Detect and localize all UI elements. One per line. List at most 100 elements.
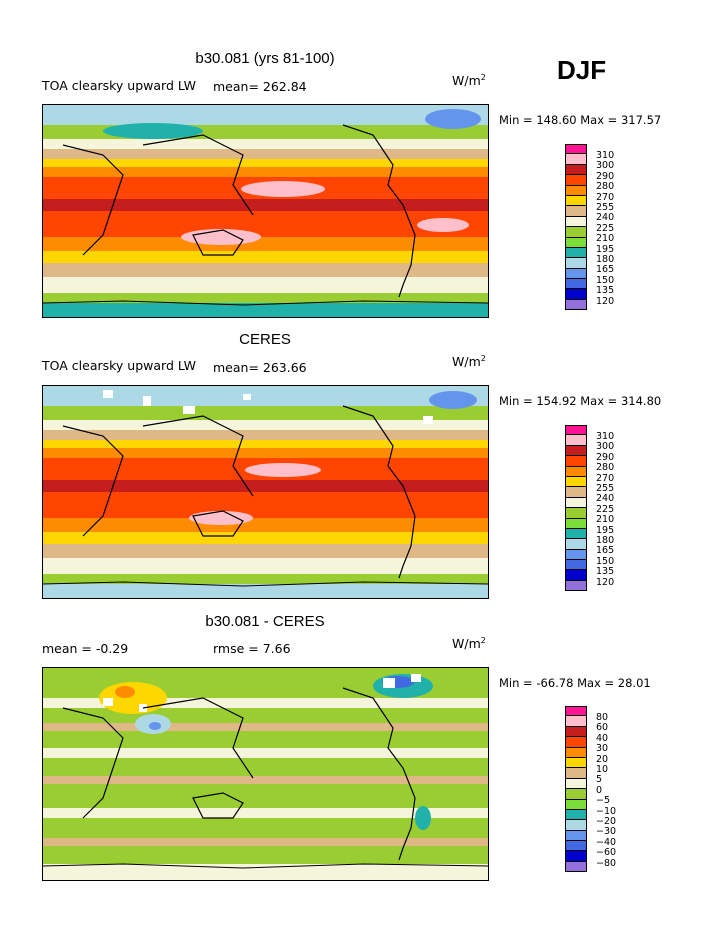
panel-2-colorbar-box — [565, 539, 587, 550]
panel-1-colorbar-box — [565, 237, 587, 248]
panel-3-colorbar-level: −30 — [596, 826, 617, 838]
panel-3-map — [42, 667, 489, 881]
cold-greenland — [429, 391, 477, 409]
panel-2-colorbar-level: 255 — [596, 483, 615, 495]
panel-1-mean-label: mean= 262.84 — [213, 79, 307, 94]
panel-3-colorbar-level: −20 — [596, 816, 617, 828]
panel-3-mean-label: mean = -0.29 — [42, 641, 129, 656]
panel-1-colorbar-box — [565, 185, 587, 196]
panel-1-colorbar-level: 210 — [596, 233, 615, 245]
panel-3-colorbar — [565, 706, 587, 873]
panel-1-colorbar-box — [565, 195, 587, 207]
band-b — [43, 723, 488, 731]
panel-1-colorbar-level: 240 — [596, 212, 615, 224]
panel-3-colorbar-level: −40 — [596, 836, 617, 848]
band-south-1 — [43, 237, 488, 251]
coastline-antarctica — [43, 300, 488, 306]
panel-1-colorbar-box — [565, 154, 587, 165]
panel-3-colorbar-box — [565, 830, 587, 842]
panel-3-colorbar-box — [565, 841, 587, 852]
panel-2-colorbar-level: 210 — [596, 514, 615, 526]
panel-3-minmax: Min = -66.78 Max = 28.01 — [499, 676, 651, 690]
panel-2-colorbar-box — [565, 445, 587, 457]
band-south-4 — [43, 558, 488, 574]
coastline-americas — [342, 124, 416, 298]
panel-1-colorbar-level: 255 — [596, 202, 615, 214]
band-north-2 — [43, 139, 488, 149]
panel-2-colorbar-box — [565, 528, 587, 540]
panel-3-colorbar-box — [565, 737, 587, 748]
band-south-2 — [43, 251, 488, 263]
panel-3-colorbar-box — [565, 757, 587, 769]
panel-2-colorbar-box — [565, 466, 587, 477]
panel-2-colorbar-box — [565, 549, 587, 561]
coastline-antarctica — [43, 581, 488, 587]
panel-2-colorbar-box — [565, 425, 587, 436]
panel-1-colorbar-level: 290 — [596, 170, 615, 182]
negative-asia-core — [149, 722, 161, 730]
panel-3-colorbar-level: 5 — [596, 774, 603, 786]
panel-2-colorbar-box — [565, 435, 587, 446]
panel-1-map — [42, 104, 489, 318]
coastline-australia — [192, 229, 244, 256]
coastline-americas — [342, 405, 416, 579]
warm-pool-southatl — [417, 218, 469, 232]
warm-pool-southpac — [189, 511, 253, 525]
panel-2-unit-label: W/m2 — [452, 354, 486, 370]
panel-3-colorbar-box — [565, 768, 587, 779]
band-f — [43, 838, 488, 846]
panel-3-colorbar-box — [565, 851, 587, 862]
panel-1-colorbar-box — [565, 206, 587, 217]
panel-3-colorbar-labels: 80 60 40 30 20 10 5 0 −5 −10 −20 −30 −40 −60 −80 — [596, 712, 617, 869]
panel-3-colorbar-box — [565, 778, 587, 790]
positive-africa-core — [115, 686, 135, 698]
panel-1-variable-label: TOA clearsky upward LW — [42, 78, 197, 93]
panel-3-colorbar-box — [565, 716, 587, 727]
panel-1-colorbar-level: 195 — [596, 243, 615, 255]
band-polar-south — [43, 303, 488, 317]
panel-2-colorbar-box — [565, 518, 587, 529]
band-north-1 — [43, 406, 488, 420]
panel-3-colorbar-level: 80 — [596, 712, 609, 723]
panel-1-colorbar-box — [565, 289, 587, 300]
panel-2-colorbar-level: 310 — [596, 431, 615, 442]
band-south-5 — [43, 574, 488, 584]
coastline-africa-eurasia — [62, 134, 254, 256]
panel-3-colorbar-level: 10 — [596, 764, 609, 776]
panel-3-colorbar-level: 0 — [596, 784, 603, 796]
panel-2-colorbar-level: 165 — [596, 545, 615, 557]
panel-3-rmse-label: rmse = 7.66 — [213, 641, 291, 656]
panel-1-colorbar-box — [565, 164, 587, 176]
panel-3-colorbar-level: −60 — [596, 847, 617, 859]
panel-2-colorbar — [565, 425, 587, 592]
panel-1-colorbar-level: 165 — [596, 264, 615, 276]
panel-2-colorbar-level: 150 — [596, 555, 615, 567]
band-north-5 — [43, 167, 488, 177]
band-a — [43, 698, 488, 708]
panel-2-mean-label: mean= 263.66 — [213, 360, 307, 375]
season-label: DJF — [557, 55, 607, 85]
negative-southamerica — [415, 806, 431, 830]
panel-2-colorbar-box — [565, 456, 587, 467]
panel-3-colorbar-box — [565, 726, 587, 738]
warm-pool-pacific — [245, 463, 321, 477]
panel-2-colorbar-box — [565, 580, 587, 592]
panel-1-colorbar-box — [565, 175, 587, 186]
panel-3-colorbar-box — [565, 799, 587, 810]
panel-1-colorbar — [565, 144, 587, 311]
panel-1-colorbar-box — [565, 258, 587, 269]
warm-pool-pacific — [241, 181, 325, 197]
panel-2-colorbar-box — [565, 570, 587, 581]
band-north-4 — [43, 440, 488, 448]
coastline-africa-eurasia — [62, 697, 254, 819]
panel-2-colorbar-box — [565, 560, 587, 571]
panel-3-colorbar-box — [565, 747, 587, 758]
panel-3-colorbar-box — [565, 706, 587, 717]
panel-3-colorbar-level: 20 — [596, 753, 609, 765]
panel-1-colorbar-level: 180 — [596, 254, 615, 266]
band-north-2 — [43, 420, 488, 430]
panel-2-colorbar-level: 120 — [596, 576, 615, 588]
panel-3-colorbar-box — [565, 861, 587, 873]
band-e — [43, 808, 488, 818]
panel-3-colorbar-level: 40 — [596, 732, 609, 744]
